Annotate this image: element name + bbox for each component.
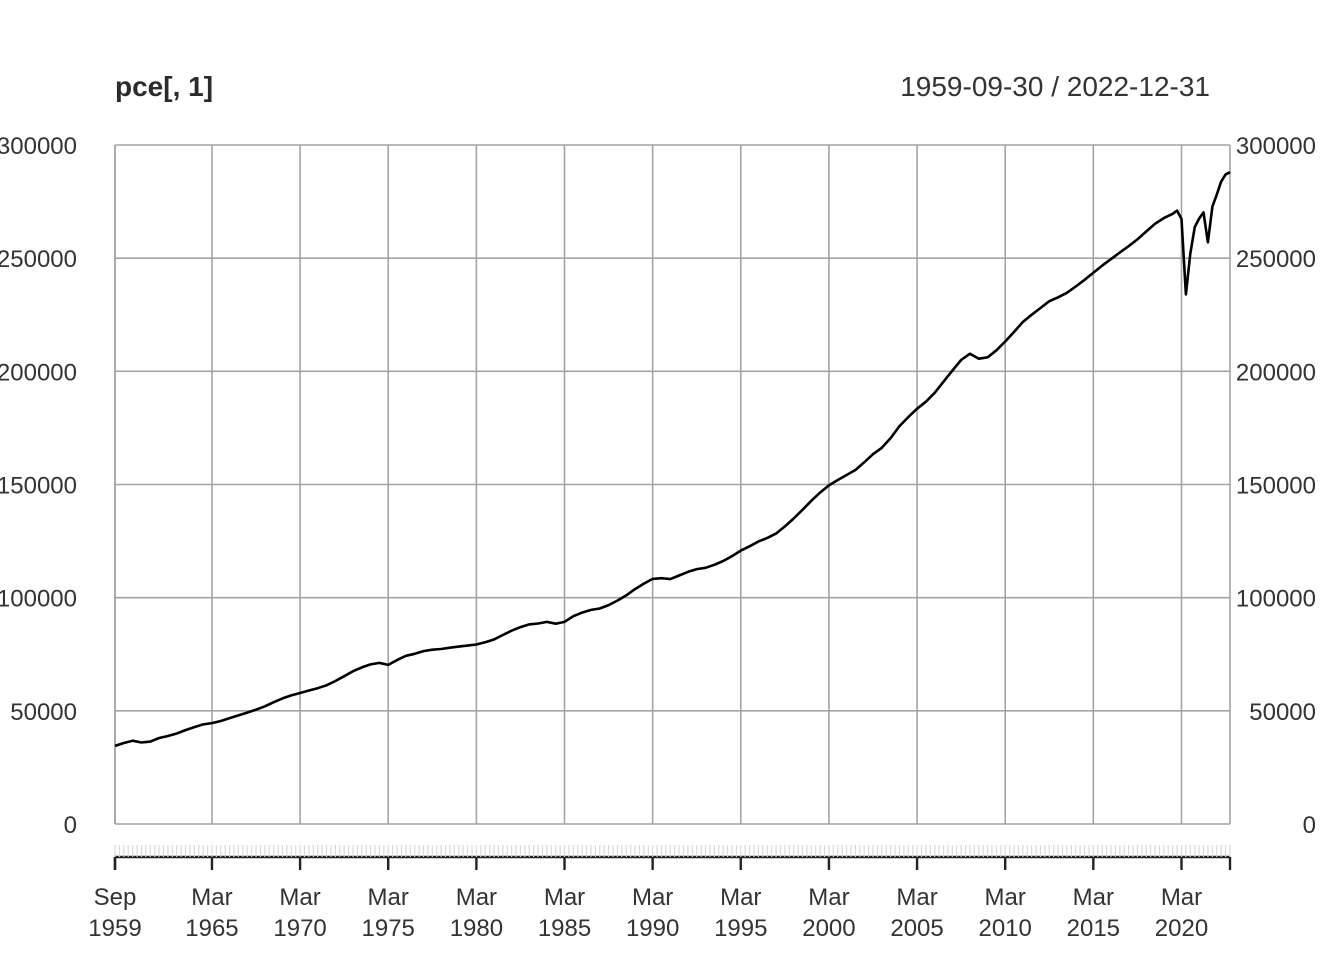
x-tick-label-bottom: 1965 [185,915,238,942]
y-tick-label-left: 250000 [0,246,77,273]
y-tick-label-left: 300000 [0,133,77,160]
x-tick-label-bottom: 1980 [450,915,503,942]
y-tick-label-left: 150000 [0,473,77,500]
y-axis-left: 0 50000 100000 150000 200000 250000 300000 [0,133,77,839]
x-tick-label-top: Mar [1161,884,1202,911]
chart-title: pce[, 1] [115,71,213,102]
x-tick-label-top: Mar [896,884,937,911]
x-tick-label-top: Mar [279,884,320,911]
x-tick-label-top: Mar [632,884,673,911]
grid-lines [114,144,1231,825]
series-line [114,171,1231,748]
y-axis-right: 0 50000 100000 150000 200000 250000 300000 [1236,133,1316,839]
x-tick-label-top: Mar [808,884,849,911]
x-axis: Sep 1959 Mar 1965 Mar 1970 Mar 1975 Mar 1980 Mar 19… [88,845,1232,942]
x-tick-label-bottom: 2005 [890,915,943,942]
x-tick-label-top: Mar [720,884,761,911]
x-tick-label-bottom: 1990 [626,915,679,942]
x-tick-label-top: Mar [1073,884,1114,911]
y-tick-label-left: 50000 [10,699,77,726]
x-tick-label-bottom: 1995 [714,915,767,942]
x-tick-label-bottom: 2020 [1155,915,1208,942]
y-tick-label-right: 300000 [1236,133,1316,160]
y-tick-label-right: 50000 [1249,699,1316,726]
x-tick-label-bottom: 2015 [1067,915,1120,942]
date-range-label: 1959-09-30 / 2022-12-31 [900,71,1210,102]
x-tick-label-top: Mar [191,884,232,911]
y-tick-label-right: 250000 [1236,246,1316,273]
x-tick-label-bottom: 2000 [802,915,855,942]
x-tick-label-bottom: 1970 [273,915,326,942]
x-tick-label-bottom: 1985 [538,915,591,942]
y-tick-label-right: 0 [1303,812,1316,839]
x-tick-label-top: Mar [544,884,585,911]
x-tick-label-top: Sep [94,884,137,911]
y-tick-label-right: 150000 [1236,473,1316,500]
y-tick-label-left: 200000 [0,359,77,386]
y-tick-label-right: 100000 [1236,586,1316,613]
x-tick-label-top: Mar [368,884,409,911]
x-tick-label-top: Mar [985,884,1026,911]
x-tick-label-bottom: 2010 [978,915,1031,942]
y-tick-label-right: 200000 [1236,359,1316,386]
x-tick-label-bottom: 1975 [362,915,415,942]
y-tick-label-left: 100000 [0,586,77,613]
y-tick-label-left: 0 [64,812,77,839]
x-tick-label-bottom: 1959 [88,915,141,942]
x-tick-label-top: Mar [456,884,497,911]
series-layer [114,171,1231,748]
